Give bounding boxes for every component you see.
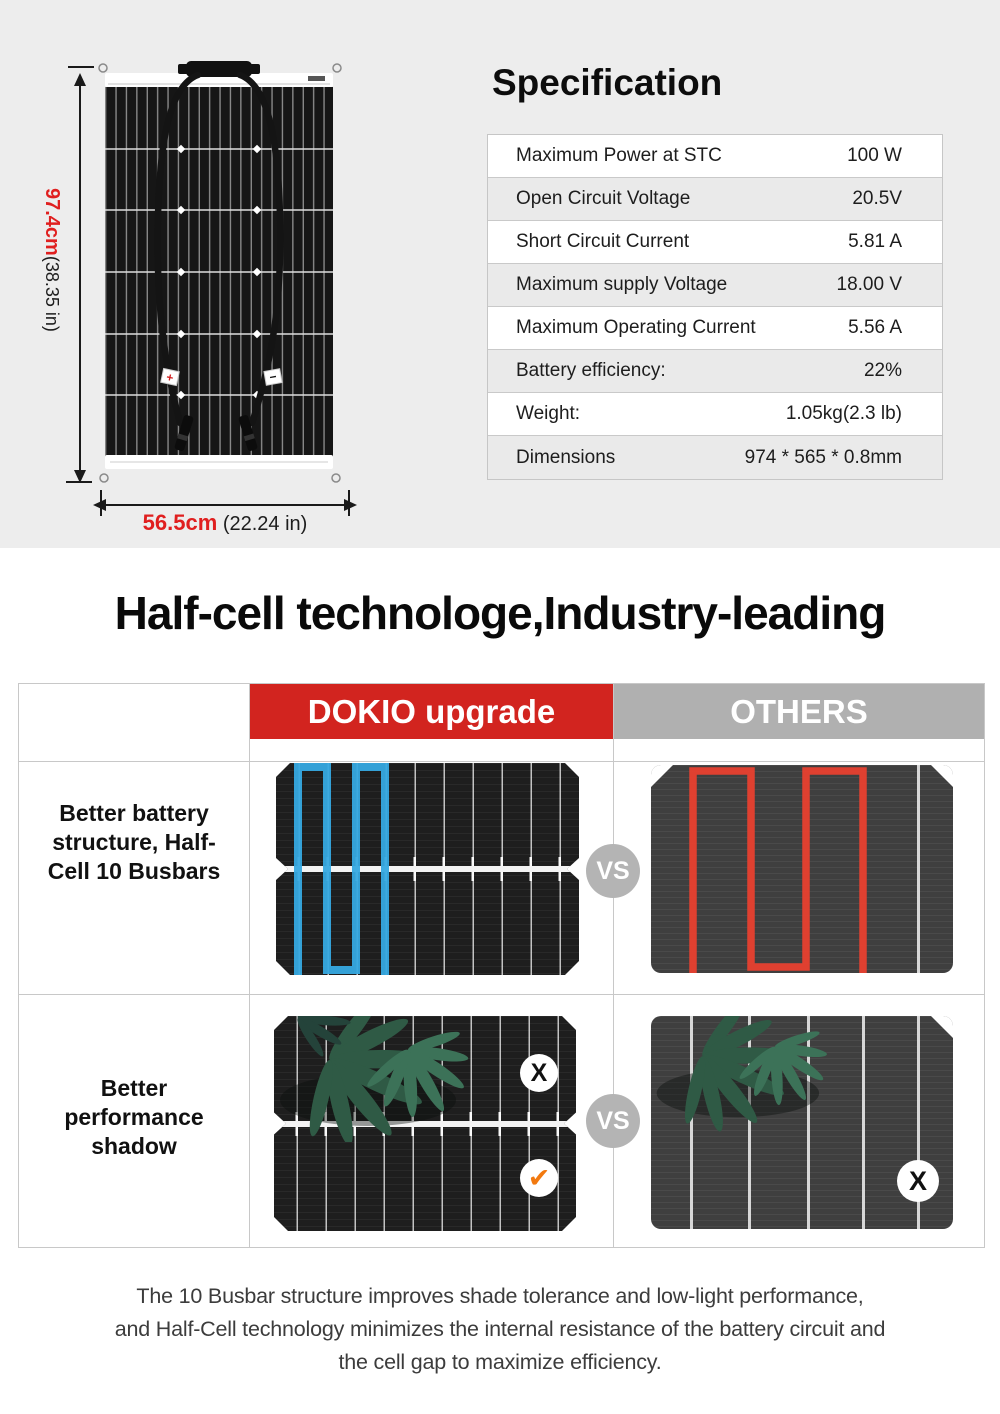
spec-label: Weight: <box>516 403 581 424</box>
page-title: Half-cell technologe,Industry-leading <box>114 587 887 639</box>
solar-cable <box>154 71 202 427</box>
dimension-tick <box>66 481 92 483</box>
busbar-line <box>807 1016 810 1229</box>
x-mark: X <box>908 1165 927 1196</box>
spec-row: Open Circuit Voltage 20.5V <box>488 178 942 221</box>
spec-value: 18.00 V <box>836 274 903 295</box>
svg-text:+: + <box>165 370 175 385</box>
height-cm-value: 97.4cm <box>41 188 63 256</box>
spec-row: Dimensions 974 * 565 * 0.8mm <box>488 436 942 479</box>
dokio-shaded-panel: X ✔ <box>274 1016 576 1231</box>
red-busbar-highlight <box>689 767 867 973</box>
footer-line: the cell gap to maximize efficiency. <box>338 1350 662 1374</box>
monstera-leaf-icon <box>268 1012 478 1142</box>
monstera-leaf-icon <box>656 1016 827 1132</box>
spec-label: Battery efficiency: <box>516 360 666 381</box>
others-shaded-panel: X <box>651 1016 953 1229</box>
footer-line: and Half-Cell technology minimizes the i… <box>114 1317 886 1341</box>
dokio-half-cell-panel <box>276 763 579 975</box>
height-dimension-arrow <box>74 73 86 483</box>
corner-cut <box>931 765 953 787</box>
spec-row: Maximum supply Voltage 18.00 V <box>488 264 942 307</box>
row-label-shadow-performance: Better performance shadow <box>64 1075 204 1159</box>
spec-label: Short Circuit Current <box>516 231 690 252</box>
solar-cable <box>236 71 284 427</box>
svg-text:−: − <box>268 369 277 384</box>
footer-description: The 10 Busbar structure improves shade t… <box>0 1280 1000 1379</box>
check-icon: ✔ <box>520 1159 558 1197</box>
x-mark: X <box>530 1058 548 1087</box>
spec-label: Maximum supply Voltage <box>516 274 728 295</box>
brand-mark <box>308 76 325 81</box>
spec-value: 5.81 A <box>848 231 902 252</box>
x-icon: X <box>897 1160 939 1202</box>
spec-row: Battery efficiency: 22% <box>488 350 942 393</box>
spec-value: 5.56 A <box>848 317 902 338</box>
spec-row: Short Circuit Current 5.81 A <box>488 221 942 264</box>
grommet-hole-icon <box>99 473 109 483</box>
blue-busbar-highlight <box>276 763 579 975</box>
spec-value: 20.5V <box>852 188 902 209</box>
polarity-plus-tag-icon: + <box>160 367 180 387</box>
spec-value: 100 W <box>847 145 902 166</box>
check-mark: ✔ <box>527 1162 551 1193</box>
panel-height-label: 97.4cm(38.35 in) <box>41 188 63 332</box>
row-label-battery-structure: Better battery structure, Half-Cell 10 B… <box>47 800 221 884</box>
grommet-hole-icon <box>332 63 342 73</box>
specification-table: Maximum Power at STC 100 W Open Circuit … <box>487 134 943 480</box>
spec-label: Dimensions <box>516 446 616 468</box>
busbar-line <box>748 1016 751 1229</box>
footer-line: The 10 Busbar structure improves shade t… <box>136 1284 864 1308</box>
table-divider <box>19 761 984 762</box>
busbar-line <box>862 1016 865 1229</box>
busbar-line <box>690 1016 693 1229</box>
junction-box <box>186 61 252 77</box>
corner-cut <box>651 765 673 787</box>
mc4-connector-icon <box>238 415 258 451</box>
table-divider <box>19 994 984 995</box>
spec-row: Maximum Power at STC 100 W <box>488 135 942 178</box>
column-header-others: OTHERS <box>614 684 984 739</box>
width-dimension-arrow <box>93 499 357 511</box>
spec-row: Maximum Operating Current 5.56 A <box>488 307 942 350</box>
spec-value: 1.05kg(2.3 lb) <box>785 403 902 424</box>
width-cm-value: 56.5cm <box>142 510 218 535</box>
dimension-tick <box>68 66 94 68</box>
dimension-tick <box>348 490 350 516</box>
grommet-hole-icon <box>331 473 341 483</box>
others-full-cell-panel <box>651 765 953 973</box>
busbar-line <box>917 1016 920 1229</box>
vs-badge: VS <box>586 1094 640 1148</box>
spec-label: Maximum Power at STC <box>516 145 722 166</box>
column-header-dokio: DOKIO upgrade <box>250 684 613 739</box>
comparison-table: DOKIO upgrade OTHERS Better battery stru… <box>18 683 985 1248</box>
table-divider <box>249 684 250 1247</box>
vs-badge: VS <box>586 844 640 898</box>
table-divider <box>613 684 614 1247</box>
corner-cut <box>931 1016 953 1038</box>
spec-row: Weight: 1.05kg(2.3 lb) <box>488 393 942 436</box>
mc4-connector-icon <box>174 415 194 451</box>
spec-label: Maximum Operating Current <box>516 317 756 338</box>
busbar-line <box>917 765 920 973</box>
height-inch-value: (38.35 in) <box>42 255 62 332</box>
panel-width-label: 56.5cm (22.24 in) <box>75 510 375 536</box>
width-inch-value: (22.24 in) <box>217 513 308 535</box>
spec-value: 974 * 565 * 0.8mm <box>744 446 902 468</box>
polarity-minus-tag-icon: − <box>263 368 283 386</box>
x-icon: X <box>520 1054 558 1092</box>
spec-label: Open Circuit Voltage <box>516 188 691 209</box>
top-section: + − 97.4cm(38.35 in) 56.5cm (22.24 in) S… <box>0 0 1000 548</box>
specification-title: Specification <box>492 62 723 103</box>
spec-value: 22% <box>863 360 902 381</box>
grommet-hole-icon <box>98 63 108 73</box>
dimension-tick <box>100 490 102 516</box>
solar-panel-illustration: + − <box>98 61 342 483</box>
